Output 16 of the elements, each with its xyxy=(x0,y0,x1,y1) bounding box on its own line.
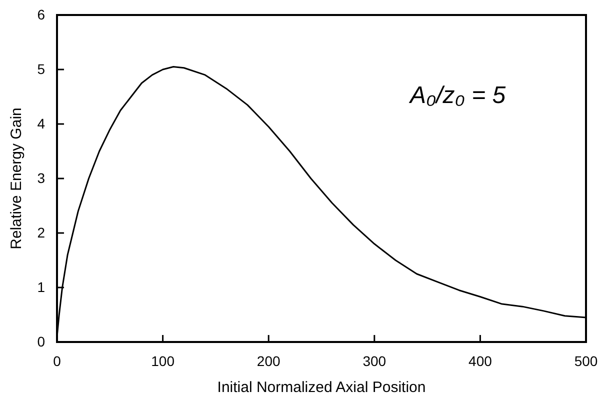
x-tick-label: 200 xyxy=(256,352,280,369)
annotation: A₀/z₀ = 5 xyxy=(408,82,506,109)
x-tick-label: 300 xyxy=(362,352,386,369)
y-tick-label: 1 xyxy=(37,278,46,295)
y-tick-label: 2 xyxy=(37,224,46,240)
x-tick-label: 100 xyxy=(151,352,175,369)
x-axis-title: Initial Normalized Axial Position xyxy=(217,379,426,396)
y-tick-label: 4 xyxy=(37,115,46,132)
y-axis-title: Relative Energy Gain xyxy=(8,108,25,250)
y-tick-label: 6 xyxy=(37,6,46,22)
x-tick-label: 500 xyxy=(574,352,598,369)
y-tick-label: 5 xyxy=(37,60,46,77)
x-tick-label: 0 xyxy=(53,352,62,369)
y-tick-label: 0 xyxy=(37,333,46,350)
x-tick-label: 400 xyxy=(468,352,492,369)
y-tick-label: 3 xyxy=(37,170,46,186)
